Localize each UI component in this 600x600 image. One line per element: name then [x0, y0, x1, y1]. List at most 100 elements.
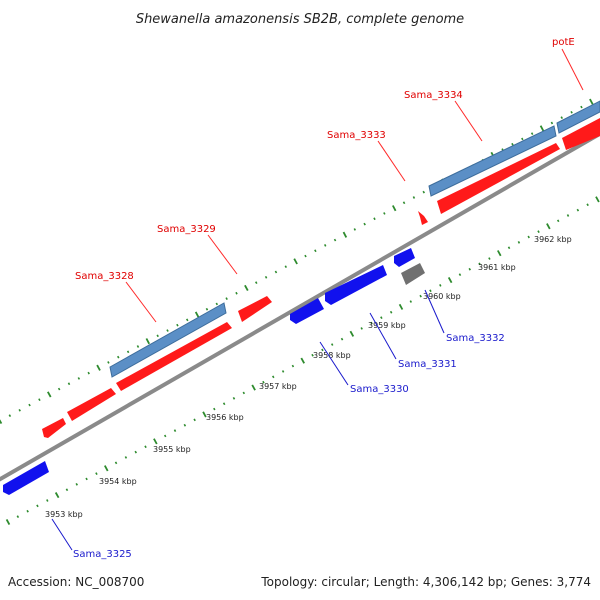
guide-tick [47, 391, 52, 398]
gene-label-sama-3333[interactable]: Sama_3333 [327, 130, 386, 141]
gene-arrow-sama-3328[interactable] [116, 322, 232, 391]
leader-line-sama-3333 [377, 140, 406, 182]
guide-dot [215, 302, 219, 306]
guide-dot [422, 190, 425, 194]
tick-labels: 3953 kbp 3954 kbp 3955 kbp 3956 kbp 3957… [45, 235, 572, 519]
gene-label-sama-3325[interactable]: Sama_3325 [73, 549, 132, 560]
gene-arrow-sama-3325[interactable] [3, 461, 49, 495]
gene-arrow-forward-1[interactable] [42, 418, 66, 438]
tick-label: 3959 kbp [368, 321, 406, 330]
tick-label: 3957 kbp [259, 382, 297, 391]
guide-tick [145, 338, 150, 345]
guide-dot [8, 414, 12, 418]
feature-gray-3960[interactable] [401, 263, 425, 285]
guide-dot [517, 241, 521, 244]
guide-dot [478, 262, 481, 266]
gene-label-pote[interactable]: potE [552, 37, 575, 48]
guide-dot [530, 132, 534, 136]
guide-dot [117, 355, 120, 359]
guide-dot [166, 329, 169, 332]
guide-dot [570, 111, 573, 114]
guide-tick [349, 330, 355, 337]
guide-dot [353, 228, 357, 231]
leader-line-sama-3328 [125, 281, 157, 323]
cds-bar-sama-3334[interactable] [428, 125, 557, 197]
gene-arrow-sama-3331[interactable] [325, 265, 387, 305]
guide-dot [333, 238, 337, 242]
guide-dot [468, 267, 471, 271]
gene-label-sama-3329[interactable]: Sama_3329 [157, 224, 216, 235]
guide-dot [274, 270, 278, 274]
guide-dot [193, 418, 196, 422]
guide-dot [272, 375, 275, 379]
tick-label: 3960 kbp [423, 292, 461, 301]
gene-label-sama-3331[interactable]: Sama_3331 [398, 359, 457, 370]
gene-label-sama-3330[interactable]: Sama_3330 [350, 384, 409, 395]
guide-dot [389, 310, 393, 314]
leader-line-sama-3325 [51, 518, 73, 551]
guide-dot [183, 423, 187, 427]
guide-dot [85, 477, 88, 481]
guide-dot [242, 391, 246, 395]
gene-label-sama-3328[interactable]: Sama_3328 [75, 271, 134, 282]
gene-arrow-sama-3330[interactable] [290, 298, 324, 324]
gene-label-sama-3332[interactable]: Sama_3332 [446, 333, 505, 344]
guide-dot [114, 461, 118, 465]
guide-dot [576, 208, 580, 212]
cds-bar-pote[interactable] [556, 100, 600, 134]
guide-dot [586, 203, 589, 207]
gene-arrow-pote[interactable] [562, 118, 600, 150]
guide-dot [95, 472, 98, 475]
guide-dot [262, 380, 265, 384]
genome-backbone [0, 131, 600, 482]
guide-dot [185, 318, 189, 322]
guide-dot [225, 297, 228, 300]
guide-tick [595, 196, 600, 203]
leader-line-sama-3330 [319, 341, 349, 386]
guide-dot [205, 307, 209, 311]
guide-dot [340, 337, 344, 341]
guide-dot [370, 321, 373, 325]
guide-tick [202, 411, 207, 418]
guide-tick [342, 231, 348, 238]
gene-arrow-sama-3333[interactable] [418, 211, 428, 225]
guide-dot [402, 201, 406, 205]
guide-dot [488, 257, 491, 260]
leader-line-sama-3331 [369, 312, 397, 360]
guide-dot [87, 371, 90, 375]
gene-label-sama-3334[interactable]: Sama_3334 [404, 90, 463, 101]
guide-dot [537, 230, 540, 234]
gene-arrow-sama-3332[interactable] [394, 248, 415, 267]
leader-line-pote [561, 48, 584, 91]
guide-dot [330, 343, 334, 346]
guide-dot [383, 212, 386, 215]
leader-line-sama-3329 [207, 234, 238, 275]
forward-gene-track [42, 118, 600, 438]
guide-dot [363, 222, 366, 226]
guide-dot [134, 450, 138, 454]
gene-arrow-sama-3329[interactable] [238, 296, 272, 322]
leader-line-sama-3332 [424, 289, 445, 334]
gene-arrow-sama-3334[interactable] [437, 143, 560, 214]
guide-dot [38, 398, 41, 402]
guide-dot [419, 294, 422, 298]
guide-dot [18, 409, 21, 412]
guide-dot [264, 275, 268, 279]
guide-tick [244, 284, 249, 292]
guide-dot [36, 504, 39, 508]
genome-summary-text: Topology: circular; Length: 4,306,142 bp… [260, 575, 591, 589]
guide-dot [75, 482, 78, 486]
guide-dot [67, 382, 71, 386]
tick-label: 3955 kbp [153, 445, 191, 454]
forward-gene-labels: Sama_3328 Sama_3329 Sama_3333 Sama_3334 … [75, 37, 584, 323]
guide-dot [77, 377, 81, 380]
cds-bar-sama-3328[interactable] [109, 302, 227, 378]
gene-arrow-forward-2[interactable] [67, 388, 116, 421]
inner-dotted-guide [5, 196, 600, 526]
guide-dot [16, 515, 20, 519]
reverse-gene-track [3, 248, 425, 495]
guide-dot [566, 214, 570, 217]
guide-dot [28, 403, 31, 407]
guide-dot [291, 364, 295, 368]
guide-tick [194, 311, 200, 318]
